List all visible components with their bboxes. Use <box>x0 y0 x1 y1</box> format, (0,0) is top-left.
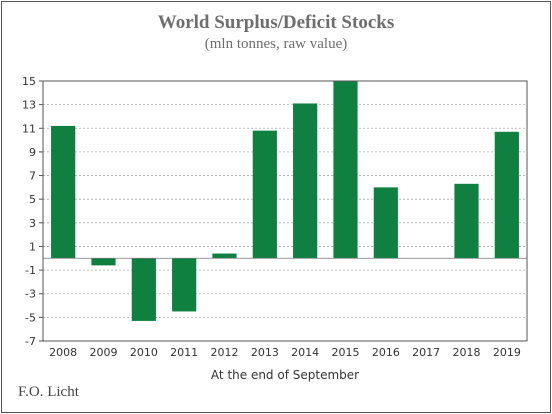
chart-subtitle: (mln tonnes, raw value) <box>204 36 348 52</box>
y-tick-label: 13 <box>22 99 36 112</box>
source-credit: F.O. Licht <box>18 384 79 400</box>
y-tick-label: -3 <box>25 288 36 301</box>
y-tick-label: -5 <box>25 311 36 324</box>
bar-2009 <box>91 258 116 266</box>
bar-2015 <box>333 81 358 259</box>
x-tick-label: 2014 <box>291 346 319 359</box>
y-tick-label: -1 <box>25 264 36 277</box>
x-tick-label: 2009 <box>90 346 118 359</box>
y-tick-label: 3 <box>29 217 36 230</box>
x-axis-ticks: 2008 2009 2010 2011 2012 2013 2014 2015 2016 2017… <box>49 346 521 359</box>
y-tick-label: -7 <box>25 335 36 348</box>
bar-2014 <box>293 103 318 259</box>
bar-2011 <box>172 258 197 312</box>
x-tick-label: 2016 <box>372 346 400 359</box>
x-tick-label: 2019 <box>493 346 521 359</box>
bar-2013 <box>252 130 277 259</box>
bar-2010 <box>131 258 156 321</box>
y-tick-label: 7 <box>29 170 36 183</box>
bar-2018 <box>454 183 479 259</box>
bar-2019 <box>494 131 519 259</box>
x-tick-label: 2008 <box>49 346 77 359</box>
x-tick-label: 2010 <box>130 346 158 359</box>
x-tick-label: 2012 <box>211 346 239 359</box>
bar-2012 <box>212 253 237 259</box>
bar-2016 <box>373 187 398 259</box>
bars <box>51 81 519 321</box>
plot-area <box>42 80 528 342</box>
x-tick-label: 2013 <box>251 346 279 359</box>
grid-lines <box>43 80 527 342</box>
x-tick-label: 2011 <box>170 346 198 359</box>
y-tick-label: 11 <box>22 122 36 135</box>
y-tick-label: 5 <box>29 193 36 206</box>
bar-2008 <box>51 125 76 259</box>
y-tick-label: 15 <box>22 75 36 88</box>
x-tick-label: 2018 <box>453 346 481 359</box>
x-tick-label: 2017 <box>412 346 440 359</box>
y-tick-label: 1 <box>29 240 36 253</box>
y-tick-label: 9 <box>29 146 36 159</box>
x-tick-label: 2015 <box>332 346 360 359</box>
chart-title: World Surplus/Deficit Stocks <box>157 12 395 33</box>
x-axis-label: At the end of September <box>211 368 359 382</box>
